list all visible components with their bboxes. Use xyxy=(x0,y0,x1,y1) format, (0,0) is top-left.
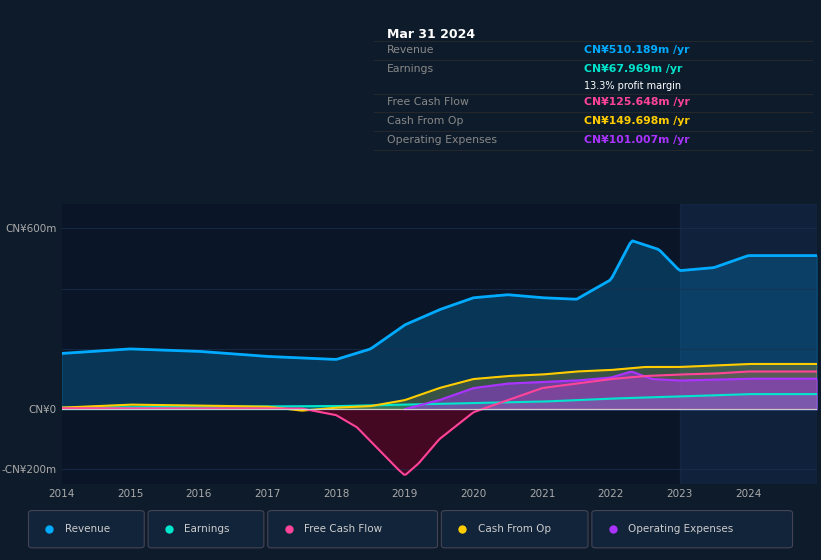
Text: Earnings: Earnings xyxy=(185,524,230,534)
FancyBboxPatch shape xyxy=(268,511,438,548)
Text: Earnings: Earnings xyxy=(387,64,433,74)
Bar xyxy=(680,204,817,484)
Text: CN¥67.969m /yr: CN¥67.969m /yr xyxy=(585,64,683,74)
Text: CN¥510.189m /yr: CN¥510.189m /yr xyxy=(585,45,690,55)
Text: Mar 31 2024: Mar 31 2024 xyxy=(387,28,475,41)
FancyBboxPatch shape xyxy=(148,511,264,548)
FancyBboxPatch shape xyxy=(442,511,588,548)
Text: Cash From Op: Cash From Op xyxy=(478,524,551,534)
Text: Revenue: Revenue xyxy=(65,524,110,534)
Text: Free Cash Flow: Free Cash Flow xyxy=(304,524,382,534)
Text: Cash From Op: Cash From Op xyxy=(387,116,463,126)
Text: Operating Expenses: Operating Expenses xyxy=(628,524,733,534)
Text: CN¥125.648m /yr: CN¥125.648m /yr xyxy=(585,97,690,108)
Text: CN¥101.007m /yr: CN¥101.007m /yr xyxy=(585,135,690,145)
Text: Revenue: Revenue xyxy=(387,45,434,55)
Text: Free Cash Flow: Free Cash Flow xyxy=(387,97,469,108)
Text: CN¥149.698m /yr: CN¥149.698m /yr xyxy=(585,116,690,126)
Text: 13.3% profit margin: 13.3% profit margin xyxy=(585,81,681,91)
FancyBboxPatch shape xyxy=(29,511,144,548)
FancyBboxPatch shape xyxy=(592,511,792,548)
Text: Operating Expenses: Operating Expenses xyxy=(387,135,497,145)
